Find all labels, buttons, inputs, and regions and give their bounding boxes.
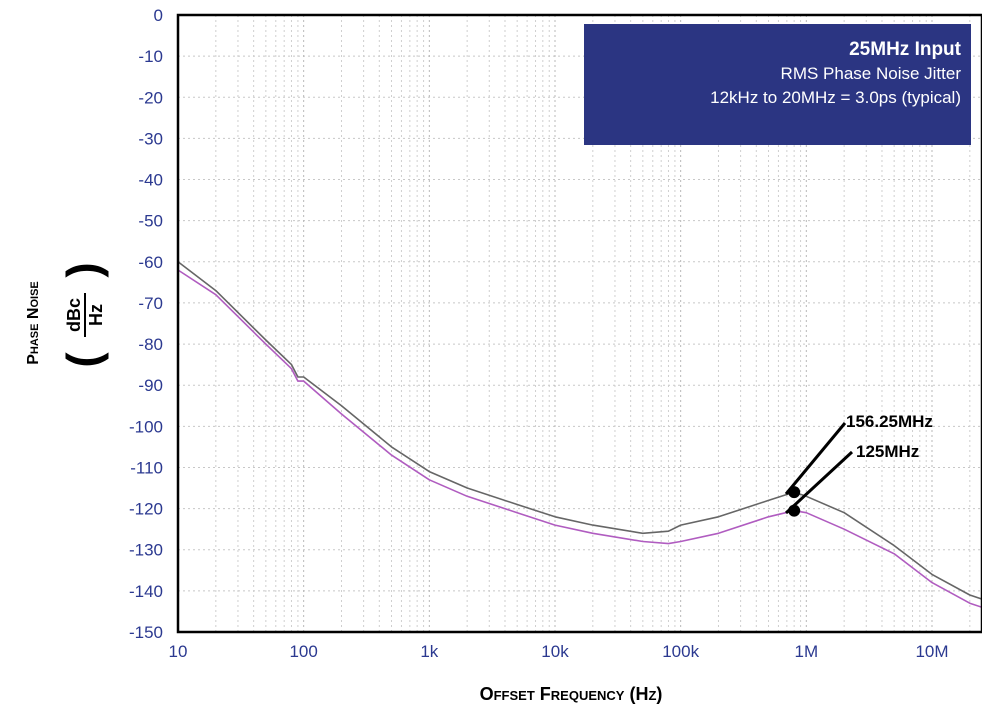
x-tick-label: 10M [915, 642, 948, 661]
leader-line-156 [784, 422, 847, 495]
annotation-line-2: RMS Phase Noise Jitter [780, 64, 961, 83]
y-tick-label: -40 [138, 171, 163, 190]
y-axis-unit-numerator: dBc [64, 298, 84, 332]
leader-line-125 [784, 450, 854, 515]
y-tick-label: -20 [138, 88, 163, 107]
y-tick-label: -100 [129, 417, 163, 436]
y-tick-label: -90 [138, 376, 163, 395]
y-tick-label: -70 [138, 294, 163, 313]
y-tick-label: -60 [138, 253, 163, 272]
y-tick-label: -150 [129, 623, 163, 642]
annotation-box: 25MHz Input RMS Phase Noise Jitter 12kHz… [584, 24, 971, 145]
series-group [177, 261, 982, 609]
series-line-156 [177, 261, 982, 600]
x-tick-label: 1k [420, 642, 438, 661]
series-label-156: 156.25MHz [846, 412, 933, 431]
y-tick-label: -10 [138, 47, 163, 66]
series-line-125 [177, 269, 982, 609]
x-axis-title: Offset Frequency (Hz) [480, 684, 663, 704]
y-tick-label: -130 [129, 541, 163, 560]
x-tick-labels: 10 100 1k 10k 100k 1M 10M [169, 642, 949, 661]
y-axis-title-group: Phase Noise [25, 281, 42, 365]
y-tick-label: -80 [138, 335, 163, 354]
annotation-line-3: 12kHz to 20MHz = 3.0ps (typical) [710, 88, 961, 107]
y-tick-label: 0 [154, 6, 163, 25]
y-tick-label: -140 [129, 582, 163, 601]
x-tick-label: 10k [541, 642, 569, 661]
y-axis-unit-paren-right: ) [57, 262, 109, 277]
y-tick-label: -50 [138, 212, 163, 231]
x-tick-label: 10 [169, 642, 188, 661]
x-tick-label: 1M [795, 642, 819, 661]
y-tick-label: -110 [130, 458, 163, 477]
plot-frame [176, 13, 982, 634]
y-tick-label: -120 [129, 500, 163, 519]
y-axis-unit-paren-left: ( [57, 352, 109, 368]
annotation-line-1: 25MHz Input [849, 39, 961, 60]
y-axis-unit-denominator: Hz [86, 304, 106, 326]
series-label-125: 125MHz [856, 442, 919, 461]
x-tick-label: 100 [289, 642, 317, 661]
series-labels: 156.25MHz 125MHz [784, 412, 933, 515]
y-axis-unit-group: ( dBc Hz ) [57, 262, 109, 367]
y-tick-labels: 0 -10 -20 -30 -40 -50 -60 -70 -80 -90 -100 -110 -120… [129, 6, 163, 642]
x-tick-label: 100k [662, 642, 699, 661]
y-axis-title: Phase Noise [25, 281, 42, 365]
y-tick-label: -30 [138, 129, 163, 148]
